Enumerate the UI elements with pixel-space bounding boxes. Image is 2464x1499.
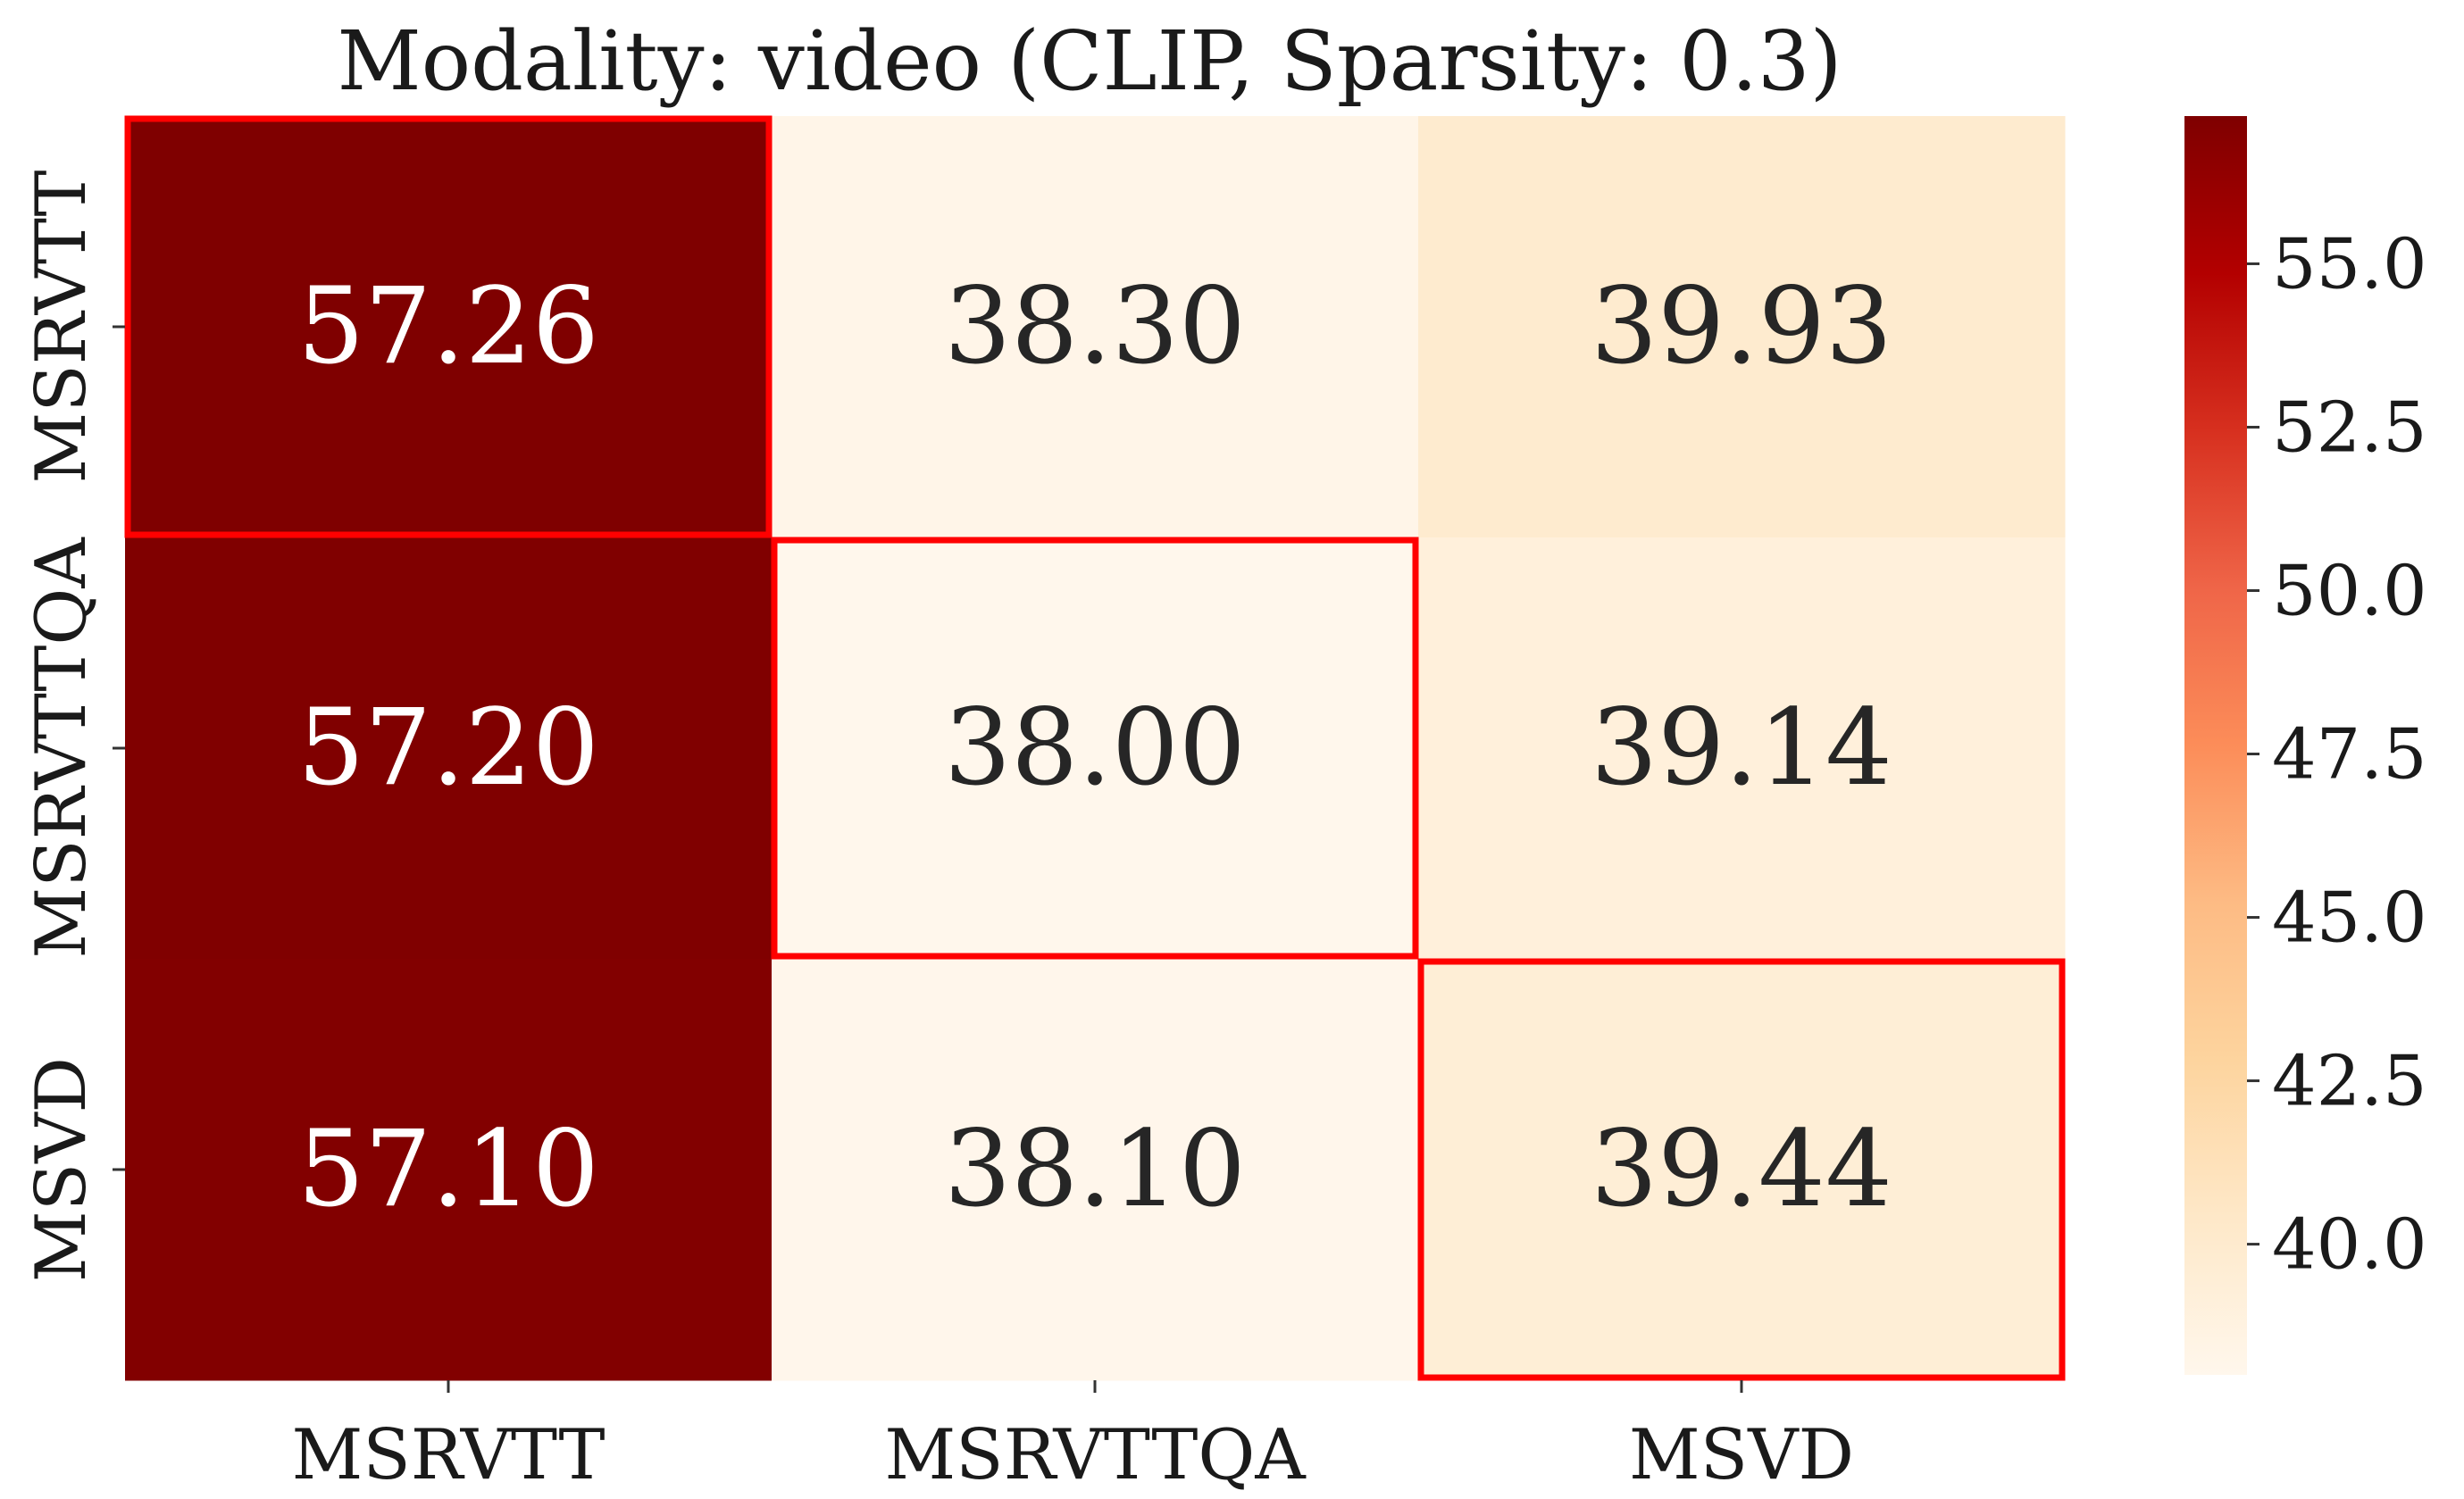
cell-value-label: 57.26 [297,264,599,387]
cell-value-label: 39.14 [1591,686,1892,809]
cell-value-label: 38.30 [944,264,1246,387]
x-tick-label: MSVD [1629,1415,1854,1495]
y-tick-label: MSRVTT [21,170,102,483]
heatmap-cells [125,116,2066,1381]
x-tick-label: MSRVTT [291,1415,605,1495]
chart-title: Modality: video (CLIP, Sparsity: 0.3) [338,13,1842,109]
heatmap-cell [125,959,773,1381]
x-tick-label: MSRVTTQA [884,1415,1307,1495]
x-axis: MSRVTT MSRVTTQA MSVD [291,1380,1854,1495]
colorbar-tick-label: 42.5 [2272,1042,2427,1122]
heatmap-cell [772,116,1419,538]
cell-value-label: 39.44 [1591,1107,1892,1230]
colorbar: 40.0 42.5 45.0 47.5 50.0 52.5 55.0 [2184,116,2427,1375]
colorbar-gradient [2184,116,2247,1375]
colorbar-tick-label: 40.0 [2272,1205,2427,1286]
colorbar-tick-label: 47.5 [2272,715,2427,795]
heatmap-cell [1418,537,2066,960]
colorbar-tick-label: 45.0 [2272,879,2427,959]
diagonal-highlights [124,115,2066,1381]
heatmap-cell [125,116,773,538]
heatmap-cell [1418,116,2066,538]
cell-value-label: 57.20 [297,686,599,809]
heatmap-cell [125,537,773,960]
heatmap-cell [772,959,1419,1381]
highlight-box [771,537,1419,960]
cell-value-label: 39.93 [1591,264,1892,387]
colorbar-tick-label: 50.0 [2272,551,2427,631]
colorbar-tick-label: 52.5 [2272,387,2427,468]
cell-value-labels: 57.26 38.30 39.93 57.20 38.00 39.14 57.10 38.10… [297,264,1892,1230]
cell-value-label: 38.10 [944,1107,1246,1230]
y-tick-label: MSVD [21,1057,102,1282]
colorbar-tick-label: 55.0 [2272,224,2427,304]
cell-value-label: 57.10 [297,1107,599,1230]
highlight-box [124,115,773,538]
highlight-box [1417,958,2066,1381]
heatmap-cell [772,537,1419,960]
heatmap-cell [1418,959,2066,1381]
cell-value-label: 38.00 [944,686,1246,809]
y-axis: MSRVTT MSRVTTQA MSVD [21,170,125,1282]
y-tick-label: MSRVTTQA [21,537,102,959]
